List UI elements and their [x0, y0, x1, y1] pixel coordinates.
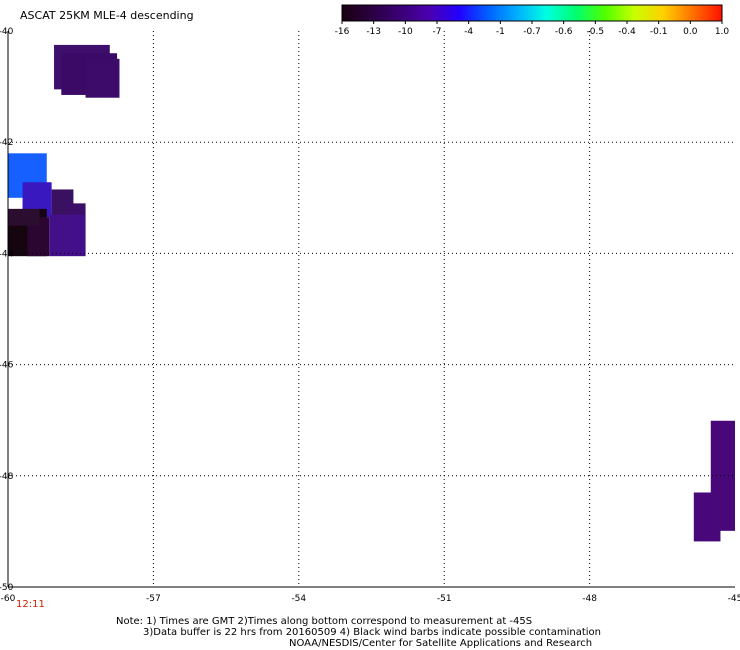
x-tick-label: -51 — [437, 594, 452, 604]
data-cells — [8, 44, 735, 542]
x-tick-label: -45 — [728, 594, 740, 604]
x-tick-label: -48 — [582, 594, 597, 604]
data-cell — [27, 217, 50, 257]
colorbar-label: -0.6 — [555, 27, 573, 37]
data-cell — [8, 208, 40, 226]
y-tick-label: -48 — [0, 472, 14, 482]
colorbar-label: -0.5 — [587, 27, 605, 37]
note-line-2: 3)Data buffer is 22 hrs from 20160509 4)… — [143, 627, 601, 638]
note-line-3: NOAA/NESDIS/Center for Satellite Applica… — [289, 638, 593, 649]
colorbar-label: -4 — [464, 27, 473, 37]
colorbar-label: -7 — [433, 27, 442, 37]
grid-lines — [8, 31, 735, 587]
y-tick-label: -50 — [0, 583, 14, 593]
axes: -60 -57 -54 -51 -48 -45 -40 -42 -44 -46 -48 -50 — [0, 27, 740, 604]
y-tick-label: -44 — [0, 249, 14, 259]
data-cell — [693, 492, 721, 542]
data-cell — [85, 58, 120, 98]
colorbar-label: -0.1 — [650, 27, 668, 37]
colorbar-label: -10 — [398, 27, 413, 37]
colorbar: -16 -13 -10 -7 -4 -1 -0.7 -0.6 -0.5 -0.4 -0.1 0.0 1.… — [335, 4, 730, 37]
colorbar-label: 0.0 — [683, 27, 698, 37]
colorbar-label: -0.7 — [523, 27, 541, 37]
x-tick-label: -57 — [146, 594, 161, 604]
note-line-1: Note: 1) Times are GMT 2)Times along bot… — [116, 616, 533, 627]
time-label: 12:11 — [16, 599, 45, 610]
colorbar-label: -1 — [496, 27, 505, 37]
y-tick-label: -40 — [0, 27, 14, 37]
colorbar-label: -0.4 — [618, 27, 636, 37]
colorbar-gradient — [341, 4, 723, 22]
data-cell — [49, 214, 86, 257]
map-title: ASCAT 25KM MLE-4 descending — [20, 9, 194, 22]
colorbar-label: -16 — [335, 27, 350, 37]
colorbar-label: 1.0 — [715, 27, 730, 37]
y-tick-label: -46 — [0, 361, 14, 371]
colorbar-label: -13 — [366, 27, 381, 37]
y-tick-label: -42 — [0, 138, 13, 148]
x-tick-label: -54 — [291, 594, 306, 604]
x-tick-label: -60 — [1, 594, 16, 604]
